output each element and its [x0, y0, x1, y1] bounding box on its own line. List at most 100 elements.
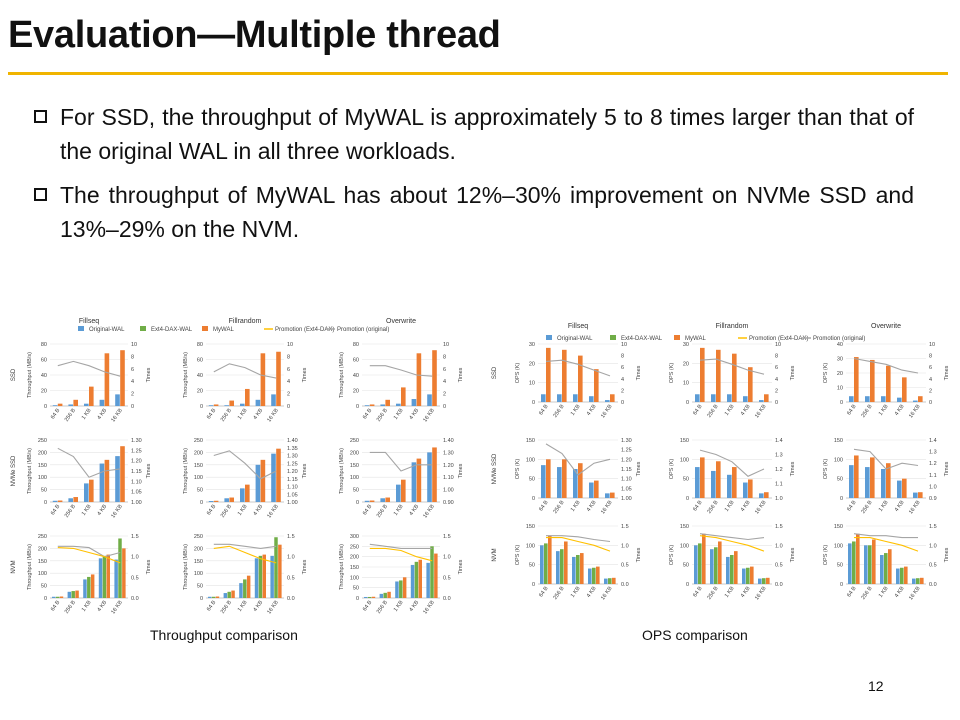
- promotion-original-line: [546, 535, 611, 543]
- y-tick-label: 60: [197, 358, 203, 364]
- y2-tick-label: 8: [775, 354, 778, 360]
- y-tick-label: 100: [680, 457, 689, 463]
- workload-title: Fillrandom: [716, 323, 749, 330]
- bar-original-wal: [589, 482, 594, 498]
- bar-original-wal: [240, 403, 245, 406]
- device-label: SSD: [11, 368, 17, 381]
- bar-mywal: [89, 479, 94, 502]
- x-tick-label: 256 B: [706, 585, 719, 600]
- legend-label: MyWAL: [685, 336, 706, 342]
- bar-ext4-dax-wal: [714, 547, 718, 584]
- y2-tick-label: 1.5: [443, 534, 451, 540]
- promotion-original-line: [213, 363, 277, 379]
- y-tick-label: 0: [44, 500, 47, 506]
- y2-tick-label: 1.00: [443, 488, 454, 494]
- x-tick-label: 1 KB: [724, 403, 736, 416]
- promotion-original-line: [853, 357, 919, 374]
- x-tick-label: 16 KB: [266, 599, 280, 615]
- bar-mywal: [870, 359, 875, 402]
- y-tick-label: 150: [526, 524, 535, 530]
- bar-mywal: [106, 554, 110, 598]
- bar-mywal: [748, 367, 753, 402]
- y-tick-label: 0: [356, 404, 359, 410]
- y2-tick-label: 4: [929, 377, 932, 383]
- y-tick-label: 250: [38, 534, 47, 540]
- bar-ext4-dax-wal: [274, 537, 278, 598]
- bar-original-wal: [396, 484, 401, 502]
- y-tick-label: 250: [38, 438, 47, 444]
- y2-tick-label: 0.5: [131, 575, 139, 581]
- bar-original-wal: [540, 545, 544, 584]
- x-tick-label: 16 KB: [908, 585, 922, 601]
- promotion-original-line: [57, 545, 121, 558]
- promotion-original-line: [699, 533, 765, 541]
- y2-tick-label: 1.40: [443, 438, 454, 444]
- x-tick-label: 16 KB: [422, 503, 436, 519]
- bullet-item: The throughput of MyWAL has about 12%–30…: [34, 178, 914, 246]
- y2-axis-label: Times: [790, 365, 796, 380]
- y2-tick-label: 4: [775, 377, 778, 383]
- bar-mywal: [385, 497, 390, 502]
- promotion-original-line: [57, 447, 121, 478]
- x-tick-label: 64 B: [362, 407, 374, 420]
- y2-tick-label: 2: [621, 388, 624, 394]
- y2-tick-label: 6: [131, 367, 134, 373]
- y-tick-label: 20: [837, 371, 843, 377]
- y-tick-label: 250: [350, 438, 359, 444]
- bar-original-wal: [364, 500, 370, 502]
- x-tick-label: 16 KB: [422, 599, 436, 615]
- bar-original-wal: [379, 593, 384, 598]
- workload-title: Overwrite: [871, 323, 901, 330]
- y-tick-label: 50: [197, 488, 203, 494]
- bar-ext4-dax-wal: [852, 541, 856, 584]
- x-tick-label: 256 B: [552, 403, 565, 418]
- y-tick-label: 0: [840, 400, 843, 406]
- bar-original-wal: [427, 452, 432, 502]
- y2-tick-label: 1.05: [287, 492, 298, 498]
- bar-original-wal: [364, 596, 368, 598]
- promotion-original-line: [545, 359, 611, 377]
- y2-tick-label: 1.5: [775, 524, 783, 530]
- bar-original-wal: [411, 462, 417, 502]
- promotion-original-line: [699, 449, 765, 477]
- bar-original-wal: [99, 399, 105, 406]
- y-tick-label: 100: [680, 543, 689, 549]
- x-tick-label: 1 KB: [237, 599, 249, 612]
- y2-tick-label: 0: [929, 400, 932, 406]
- ops-caption: OPS comparison: [642, 627, 748, 643]
- bar-mywal: [120, 446, 125, 502]
- workload-title: Overwrite: [386, 318, 416, 325]
- bar-mywal: [369, 500, 375, 502]
- bar-original-wal: [84, 483, 89, 502]
- bar-ext4-dax-wal: [592, 567, 596, 584]
- y2-tick-label: 1.30: [287, 454, 298, 460]
- y-axis-label: Throughput (MB/s): [339, 448, 345, 494]
- y-tick-label: 150: [680, 438, 689, 444]
- y-tick-label: 150: [194, 463, 203, 469]
- y-tick-label: 30: [529, 342, 535, 348]
- bar-original-wal: [68, 498, 73, 502]
- x-tick-label: 1 KB: [878, 499, 890, 512]
- x-tick-label: 256 B: [860, 403, 873, 418]
- bar-original-wal: [572, 556, 576, 584]
- y-tick-label: 100: [350, 475, 359, 481]
- y2-tick-label: 1.3: [775, 453, 783, 459]
- bar-ext4-dax-wal: [430, 546, 434, 598]
- x-tick-label: 4 KB: [252, 599, 264, 612]
- bar-ext4-dax-wal: [55, 596, 60, 598]
- bar-ext4-dax-wal: [900, 567, 904, 584]
- bar-mywal: [213, 500, 219, 502]
- x-tick-label: 16 KB: [908, 403, 922, 419]
- bar-original-wal: [865, 396, 870, 402]
- x-tick-label: 16 KB: [422, 407, 436, 423]
- y2-tick-label: 0.5: [287, 575, 295, 581]
- y-tick-label: 100: [38, 571, 47, 577]
- throughput-chart-grid: Original-WAL Ext4-DAX-WAL MyWAL Promotion (…: [11, 318, 464, 615]
- x-tick-label: 64 B: [538, 403, 550, 416]
- bar-original-wal: [710, 549, 714, 584]
- y-tick-label: 0: [200, 500, 203, 506]
- bar-mywal: [90, 574, 95, 598]
- bar-original-wal: [208, 405, 214, 406]
- bar-ext4-dax-wal: [730, 555, 734, 584]
- legend-label: Original-WAL: [89, 327, 125, 333]
